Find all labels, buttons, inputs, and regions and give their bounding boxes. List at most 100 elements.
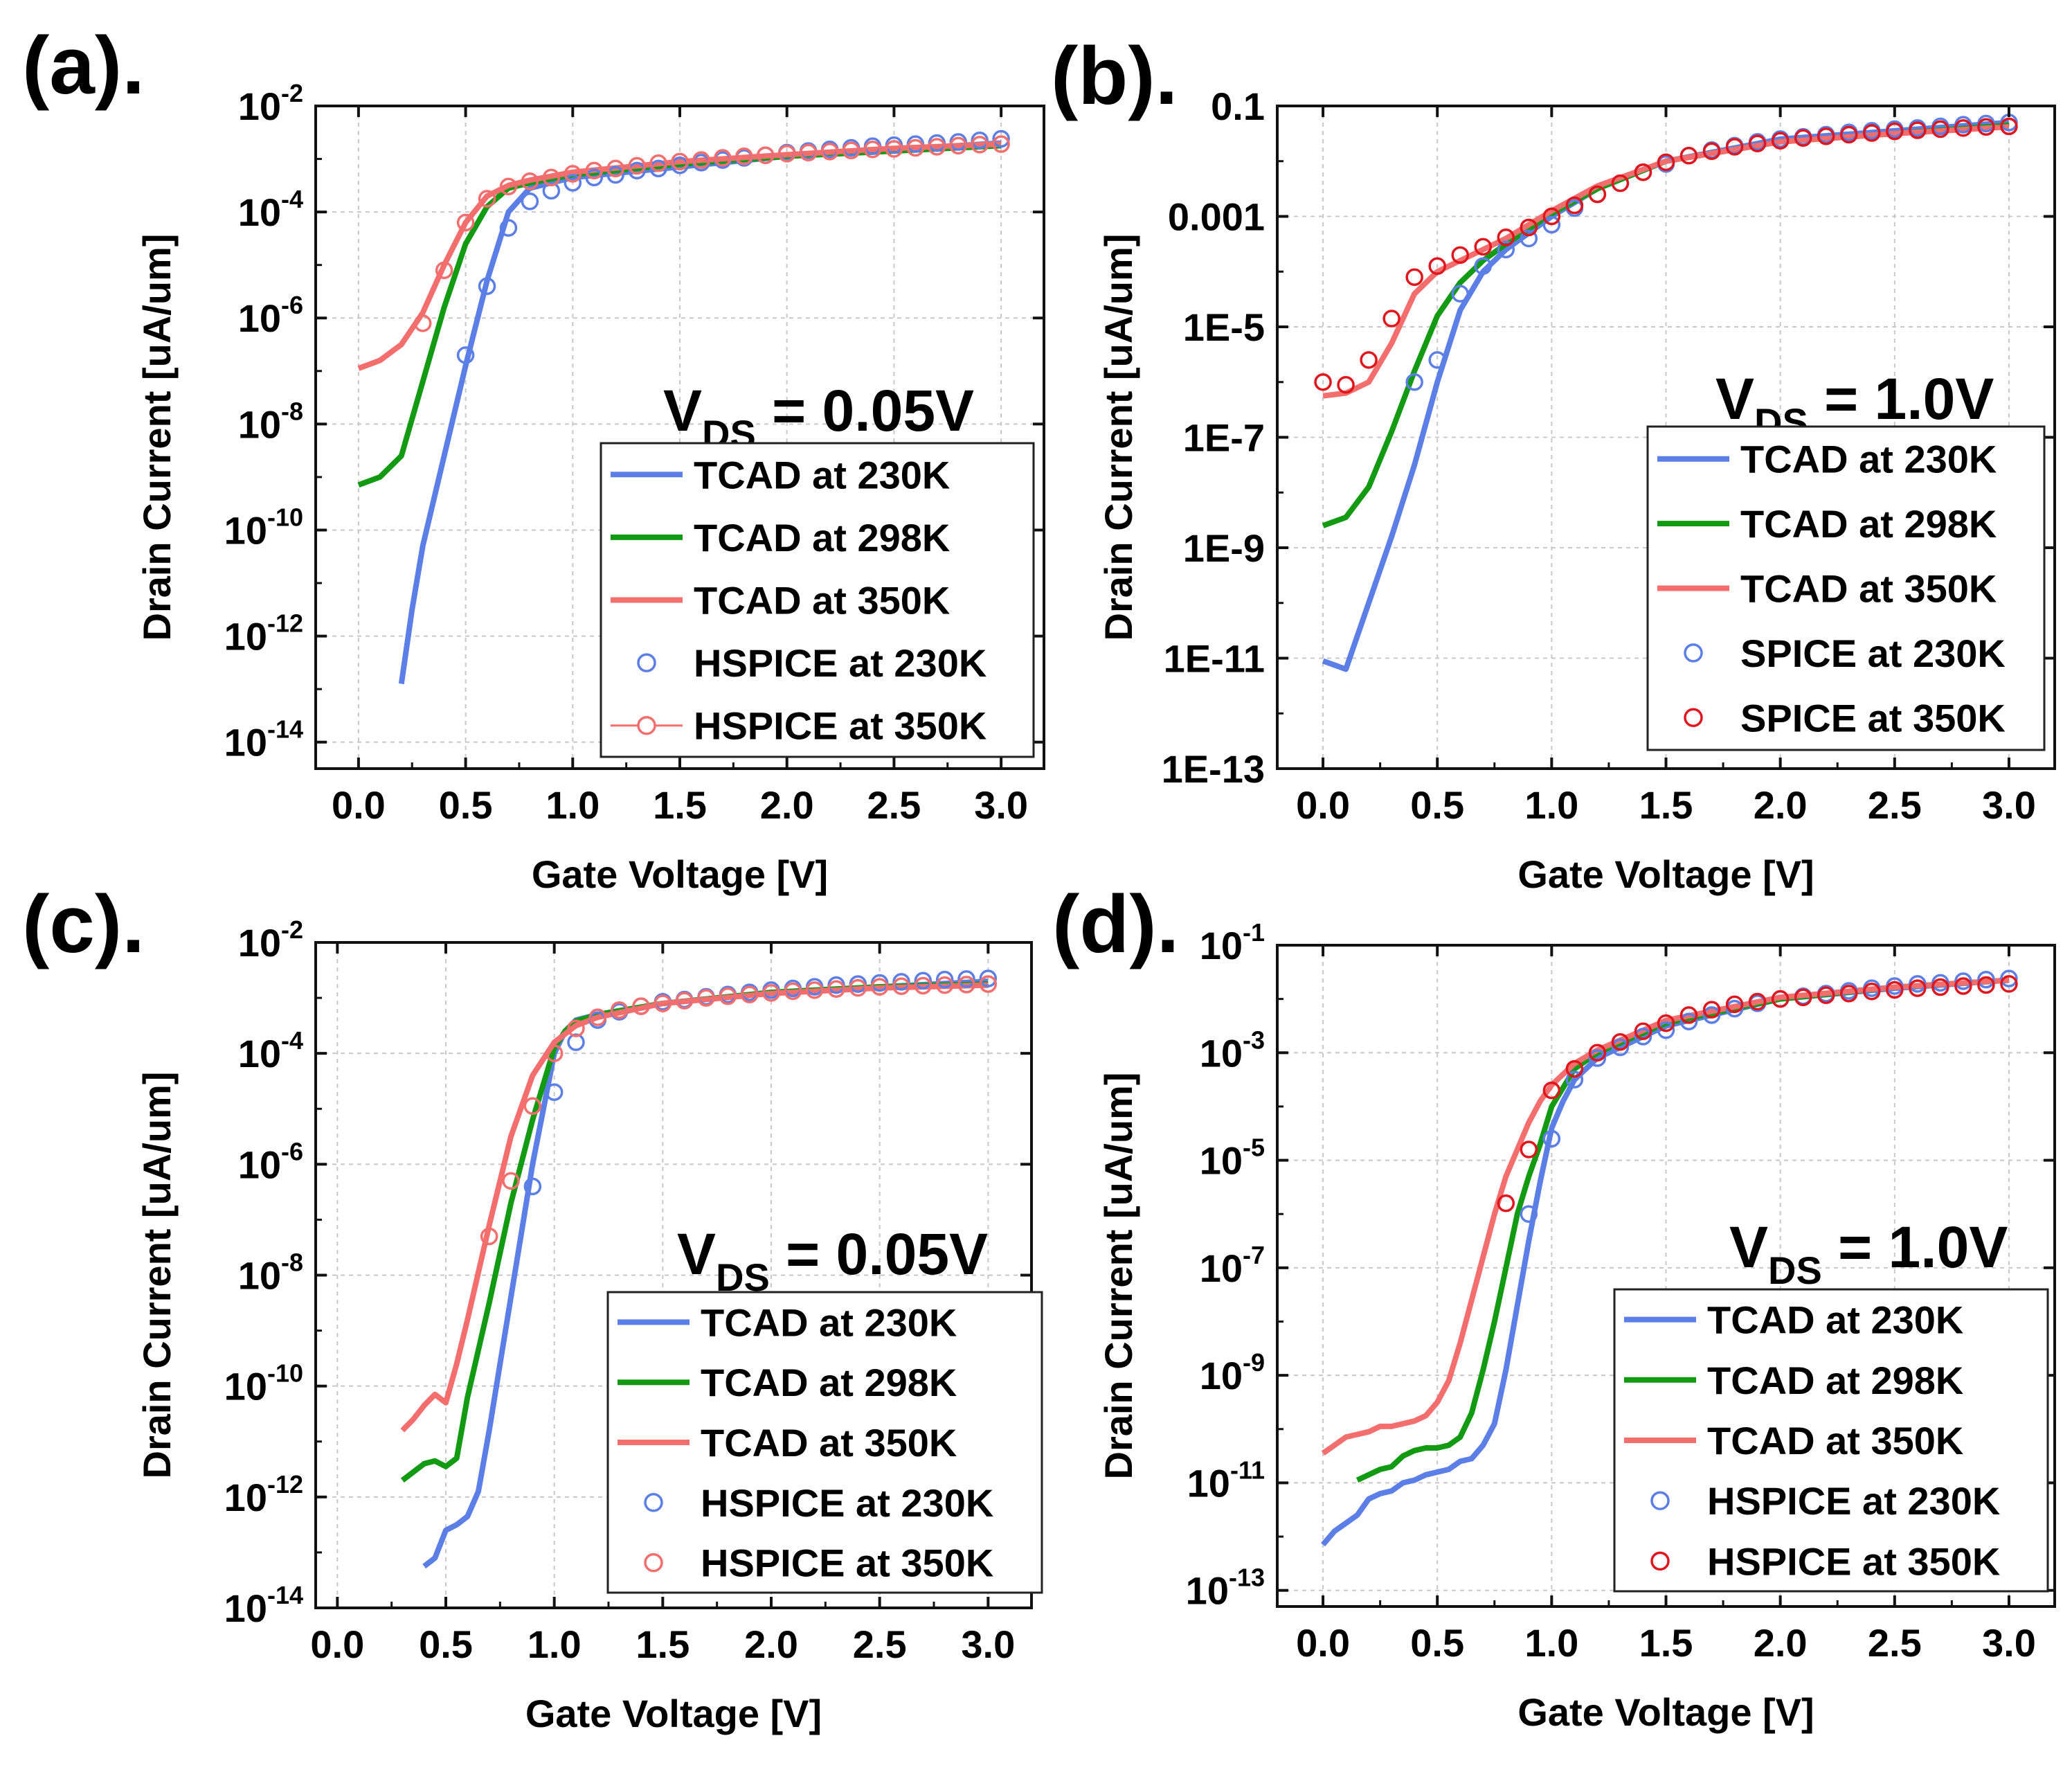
data-point (1634, 1022, 1652, 1040)
data-point (1542, 1129, 1561, 1148)
series-4 (523, 969, 998, 1196)
x-axis-title: Gate Voltage [V] (532, 852, 828, 896)
y-tick-label: 1E-13 (1162, 747, 1265, 791)
y-tick-label: 10-10 (224, 1359, 303, 1408)
data-point (1497, 1194, 1515, 1212)
data-point (521, 193, 539, 211)
legend-label: TCAD at 298K (701, 1361, 957, 1404)
data-point (1771, 990, 1790, 1008)
data-point (649, 159, 667, 178)
data-point (1679, 147, 1698, 165)
y-tick-label: 10-12 (224, 609, 303, 659)
y-tick-label: 0.1 (1211, 84, 1265, 128)
data-point (957, 970, 975, 988)
data-point (949, 136, 967, 155)
x-tick-label: 0.5 (439, 783, 493, 827)
data-point (413, 314, 432, 332)
data-point (588, 1008, 607, 1026)
data-point (564, 165, 582, 183)
legend-label: HSPICE at 230K (1707, 1479, 2000, 1523)
data-point (1634, 1028, 1652, 1046)
data-point (762, 984, 780, 1002)
data-point (992, 135, 1010, 153)
data-point (649, 154, 667, 172)
data-point (1863, 983, 1881, 1001)
data-point (2000, 117, 2018, 136)
y-tick-label: 1E-9 (1183, 526, 1265, 570)
data-point (1702, 1001, 1721, 1019)
panel-c: (c). 0.0 0.5 1.0 1.5 2.0 2.5 3.0 10-2 10-4 10-6 10-… (22, 879, 1043, 1735)
y-tick-label: 10-14 (224, 1581, 303, 1630)
y-tick-label: 10-5 (1200, 1134, 1265, 1183)
data-point (1588, 1049, 1607, 1067)
y-axis-title: Drain Current [uA/um] (135, 1072, 179, 1479)
legend-label: TCAD at 298K (694, 516, 950, 560)
x-tick-label: 1.5 (1639, 783, 1693, 827)
data-point (1954, 972, 1972, 990)
x-tick-label: 0.5 (1410, 783, 1464, 827)
data-point (1497, 240, 1515, 259)
vds-annotation: VDS = 0.05V (677, 1221, 988, 1299)
x-tick-label: 2.5 (867, 783, 921, 827)
data-point (1954, 977, 1972, 995)
data-point (1954, 119, 1972, 137)
legend: TCAD at 230K TCAD at 298K TCAD at 350K HSPI… (606, 1291, 1043, 1594)
data-point (1428, 257, 1446, 276)
data-point (1428, 351, 1446, 369)
data-point (957, 976, 975, 994)
y-tick-label: 10-3 (1200, 1026, 1265, 1075)
y-tick-label: 10-4 (238, 1026, 303, 1075)
legend-label: TCAD at 230K (694, 453, 950, 496)
data-point (1360, 351, 1378, 369)
data-point (1794, 129, 1812, 147)
data-point (971, 136, 989, 154)
data-point (523, 1177, 542, 1196)
legend-label: HSPICE at 350K (1707, 1539, 2000, 1583)
x-tick-label: 0.0 (332, 783, 386, 827)
x-tick-label: 2.0 (744, 1622, 798, 1666)
data-point (1520, 229, 1538, 248)
data-point (1588, 185, 1607, 204)
data-point (1931, 120, 1949, 138)
x-tick-label: 2.5 (1868, 783, 1922, 827)
x-tick-label: 2.0 (760, 783, 814, 827)
data-point (1679, 1012, 1698, 1031)
panel-label: (d). (1052, 879, 1179, 970)
data-point (914, 976, 933, 995)
data-point (692, 151, 710, 169)
data-point (435, 261, 453, 280)
data-point (740, 985, 759, 1004)
data-point (820, 143, 839, 161)
data-point (1611, 1038, 1630, 1057)
data-point (777, 145, 796, 163)
data-point (1702, 1006, 1721, 1024)
panel-d: (d). 0.0 0.5 1.0 1.5 2.0 2.5 3.0 10-1 10-3 10-5 10-… (1052, 879, 2056, 1734)
data-point (1702, 142, 1721, 161)
plot-area (1321, 969, 2018, 1547)
data-point (1839, 985, 1858, 1003)
plot-area (357, 129, 1010, 685)
x-tick-label: 1.5 (653, 783, 707, 827)
data-point (1588, 1044, 1607, 1062)
legend: TCAD at 230K TCAD at 298K TCAD at 350K HSPI… (1613, 1288, 2049, 1593)
data-point (1474, 238, 1493, 256)
vds-annotation: VDS = 1.0V (1729, 1215, 2008, 1292)
data-point (799, 143, 818, 162)
data-point (1611, 174, 1630, 193)
legend-swatch-marker (637, 715, 656, 735)
data-point (499, 219, 518, 237)
data-point (456, 213, 475, 232)
data-point (757, 146, 775, 164)
y-tick-label: 10-13 (1186, 1564, 1265, 1613)
series-1 (1321, 977, 2010, 1547)
data-point (1542, 207, 1561, 226)
series-3 (357, 141, 1002, 371)
y-tick-label: 10-9 (1200, 1348, 1265, 1397)
legend-label: HSPICE at 350K (694, 704, 987, 748)
data-point (478, 277, 496, 296)
series-5 (480, 975, 998, 1246)
x-tick-label: 2.5 (1868, 1621, 1922, 1665)
data-point (1886, 981, 1904, 999)
data-point (606, 165, 624, 184)
